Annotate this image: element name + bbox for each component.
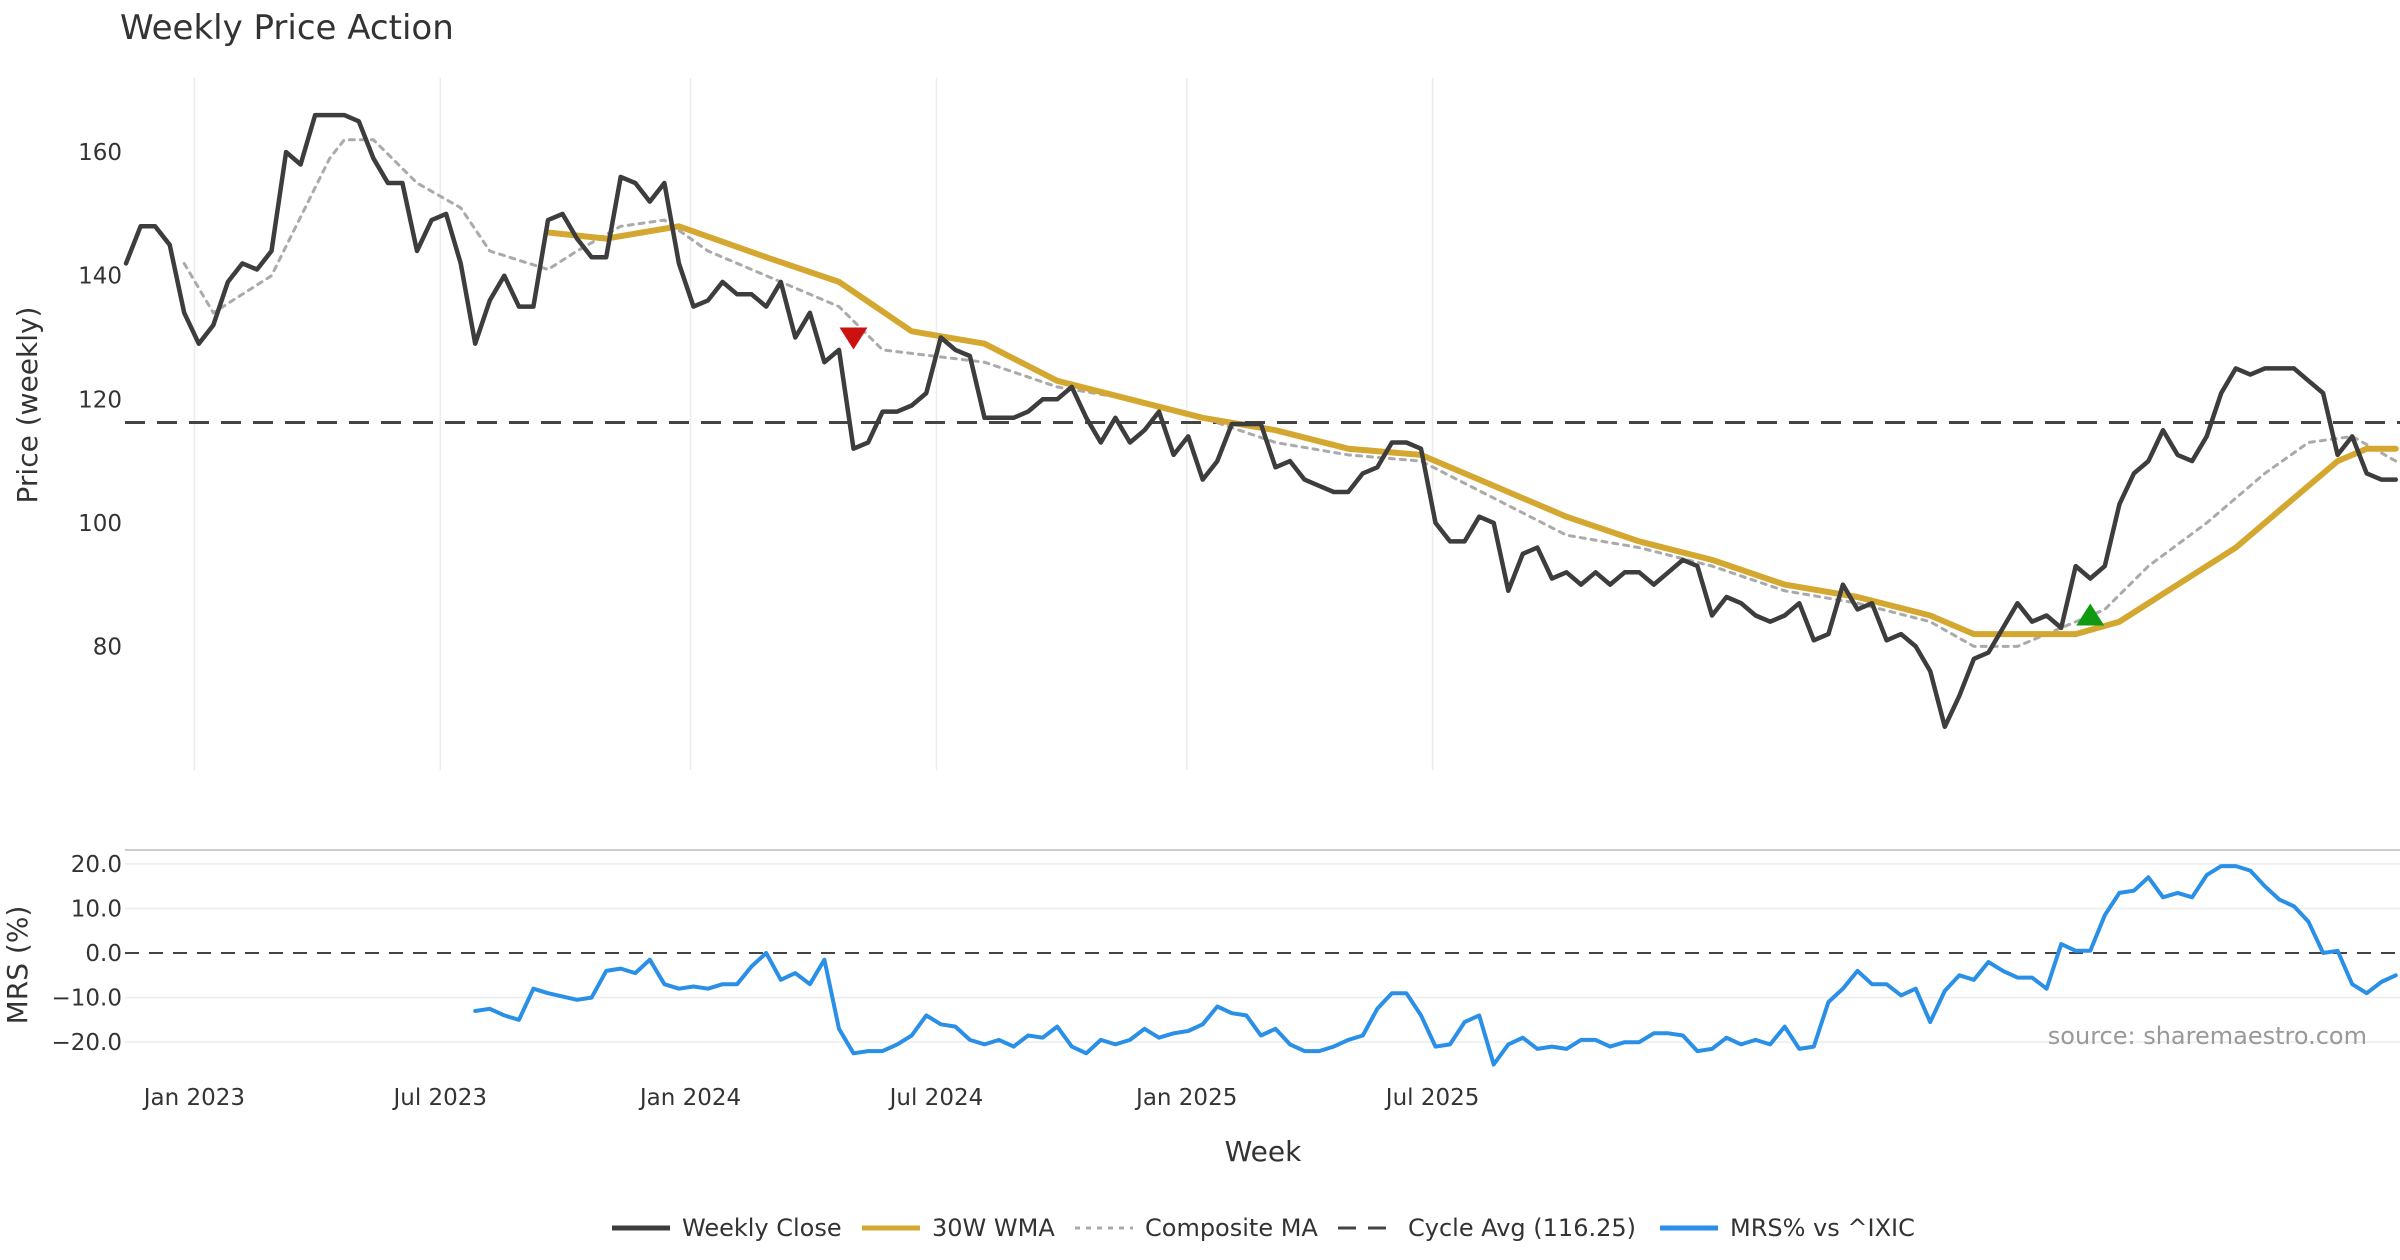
x-axis: Jan 2023 Jul 2023 Jan 2024 Jul 2024 Jan 2025… — [142, 1085, 1480, 1111]
source-text: source: sharemaestro.com — [2048, 1022, 2367, 1050]
price-y-tick-label: 160 — [78, 140, 122, 166]
legend-item: MRS% vs ^IXIC — [1660, 1214, 1915, 1242]
x-tick-label: Jul 2024 — [888, 1085, 984, 1111]
legend-label: Cycle Avg (116.25) — [1408, 1214, 1636, 1242]
price-y-tick-label: 120 — [78, 387, 122, 413]
legend-item: Cycle Avg (116.25) — [1338, 1214, 1636, 1242]
x-tick-label: Jan 2024 — [638, 1085, 741, 1111]
legend-label: Composite MA — [1145, 1214, 1318, 1242]
mrs-y-tick-label: 20.0 — [71, 852, 122, 878]
mrs-line — [473, 864, 2398, 1067]
signal-markers — [839, 327, 2105, 626]
wma-30w-line — [545, 223, 2399, 638]
mrs-y-tick-label: 10.0 — [71, 896, 122, 922]
legend-label: MRS% vs ^IXIC — [1730, 1214, 1915, 1242]
x-tick-label: Jul 2023 — [391, 1085, 487, 1111]
mrs-y-tick-label: 0.0 — [85, 941, 122, 967]
x-tick-label: Jul 2025 — [1384, 1085, 1480, 1111]
price-y-tick-label: 80 — [93, 634, 122, 660]
weekly-close-line — [123, 112, 2399, 730]
legend-label: 30W WMA — [932, 1214, 1055, 1242]
price-y-tick-label: 100 — [78, 511, 122, 537]
legend-item: Composite MA — [1075, 1214, 1318, 1242]
buy-signal-marker — [2076, 603, 2105, 626]
price-y-axis: 80 100 120 140 160 — [78, 140, 122, 660]
legend: Weekly Close 30W WMA Composite MA Cycle Avg… — [612, 1214, 1915, 1242]
sell-signal-marker — [839, 327, 868, 350]
legend-item: 30W WMA — [862, 1214, 1055, 1242]
chart-title: Weekly Price Action — [120, 8, 454, 48]
x-tick-label: Jan 2023 — [142, 1085, 245, 1111]
x-tick-label: Jan 2025 — [1134, 1085, 1237, 1111]
price-y-tick-label: 140 — [78, 264, 122, 290]
mrs-y-tick-label: −10.0 — [52, 986, 122, 1012]
mrs-panel-grid — [125, 863, 2400, 1043]
mrs-y-axis-label: MRS (%) — [1, 906, 34, 1025]
composite-ma-line — [182, 138, 2398, 648]
legend-label: Weekly Close — [682, 1214, 842, 1242]
mrs-y-tick-label: −20.0 — [52, 1030, 122, 1056]
legend-item: Weekly Close — [612, 1214, 842, 1242]
price-panel-grid — [193, 78, 1434, 770]
mrs-y-axis: 20.0 10.0 0.0 −10.0 −20.0 — [52, 852, 122, 1056]
x-axis-label: Week — [1225, 1135, 1302, 1168]
price-y-axis-label: Price (weekly) — [11, 307, 44, 504]
